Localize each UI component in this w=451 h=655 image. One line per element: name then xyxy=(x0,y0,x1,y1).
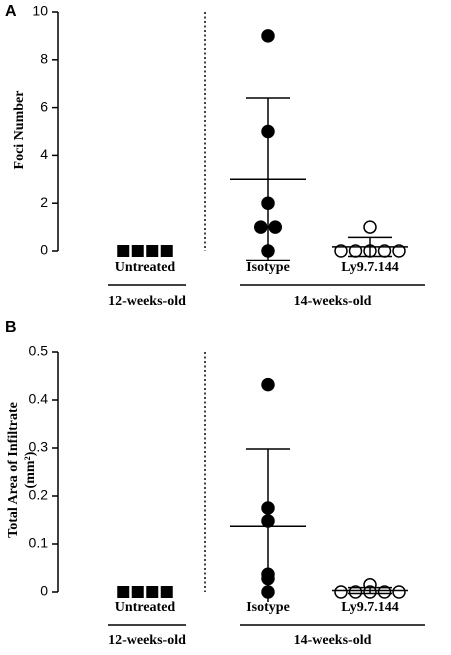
point xyxy=(363,220,377,234)
y-tick-label: 8 xyxy=(40,51,48,67)
y-tick-label: 0.3 xyxy=(29,439,49,455)
point xyxy=(117,586,130,598)
point xyxy=(117,245,130,257)
point xyxy=(160,245,173,257)
y-tick-label: 2 xyxy=(40,194,48,210)
point xyxy=(131,586,144,598)
point xyxy=(334,585,348,599)
point xyxy=(268,220,282,234)
y-tick-label: 4 xyxy=(40,146,48,162)
category-label: Isotype xyxy=(246,260,290,275)
point xyxy=(146,245,159,257)
panel: A 0 2 4 6 8 10 Foci Number Untreated Isotype Ly9.7… xyxy=(5,3,425,309)
category-label: Ly9.7.144 xyxy=(341,600,399,615)
point xyxy=(261,29,275,43)
point xyxy=(348,585,363,599)
point xyxy=(392,244,406,258)
y-tick-label: 0.5 xyxy=(29,343,49,359)
y-tick-label: 0.2 xyxy=(29,487,49,503)
y-axis-label: Total Area of Infiltrate xyxy=(6,402,21,538)
point xyxy=(261,377,275,392)
point xyxy=(254,220,268,234)
y-tick-label: 0.4 xyxy=(29,391,49,407)
panel-label: B xyxy=(5,319,17,336)
category-label: Untreated xyxy=(115,600,176,615)
category-label: Isotype xyxy=(246,600,290,615)
category-label: Untreated xyxy=(115,260,176,275)
group-label: 12-weeks-old xyxy=(108,633,186,648)
y-tick-label: 0 xyxy=(40,583,48,599)
y-tick-label: 10 xyxy=(32,3,48,19)
y-axis-label: (mm²) xyxy=(23,451,38,488)
point xyxy=(160,586,173,598)
panel: B 0 0.1 0.2 0.3 0.4 0.5 Total Area of Infiltrat… xyxy=(5,319,425,648)
panel-label: A xyxy=(5,3,17,20)
group-label: 14-weeks-old xyxy=(294,633,372,648)
y-tick-label: 0 xyxy=(40,242,48,258)
point xyxy=(392,585,406,599)
point xyxy=(377,585,392,599)
group-label: 14-weeks-old xyxy=(294,294,372,309)
y-tick-label: 6 xyxy=(40,98,48,114)
point xyxy=(131,245,144,257)
point xyxy=(334,244,348,258)
y-tick-label: 0.1 xyxy=(29,535,49,551)
group-label: 12-weeks-old xyxy=(108,294,186,309)
point xyxy=(146,586,159,598)
category-label: Ly9.7.144 xyxy=(341,260,399,275)
y-axis-label: Foci Number xyxy=(12,91,27,170)
